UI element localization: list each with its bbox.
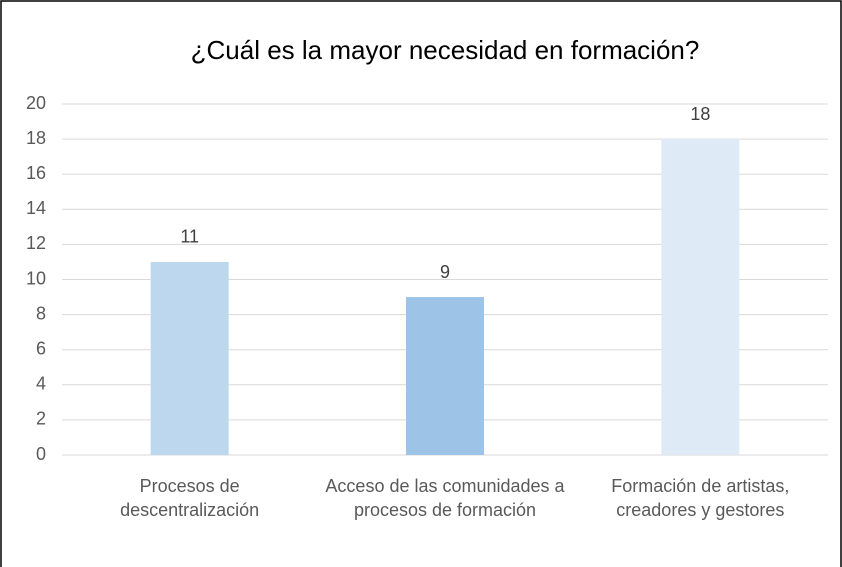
data-label: 18 bbox=[690, 104, 710, 124]
data-label: 11 bbox=[180, 227, 199, 247]
y-tick-label: 20 bbox=[26, 93, 46, 113]
bar bbox=[406, 297, 484, 455]
chart-title: ¿Cuál es la mayor necesidad en formación… bbox=[191, 35, 700, 65]
x-tick-label: Acceso de las comunidades a procesos de … bbox=[325, 476, 565, 520]
y-tick-label: 10 bbox=[26, 268, 46, 288]
y-tick-label: 12 bbox=[26, 233, 46, 253]
x-tick-label: Formación de artistas, creadores y gesto… bbox=[611, 476, 790, 520]
bar bbox=[661, 139, 740, 455]
y-tick-label: 18 bbox=[26, 128, 46, 148]
y-tick-label: 4 bbox=[36, 374, 46, 394]
y-tick-label: 6 bbox=[36, 338, 46, 358]
y-tick-label: 8 bbox=[36, 303, 46, 323]
y-tick-label: 16 bbox=[26, 163, 46, 183]
y-tick-label: 0 bbox=[36, 444, 46, 464]
data-label: 9 bbox=[440, 262, 450, 282]
y-tick-label: 14 bbox=[26, 198, 46, 218]
bar bbox=[150, 261, 229, 455]
y-tick-label: 2 bbox=[36, 409, 46, 429]
x-tick-label: Procesos de descentralización bbox=[120, 476, 260, 520]
